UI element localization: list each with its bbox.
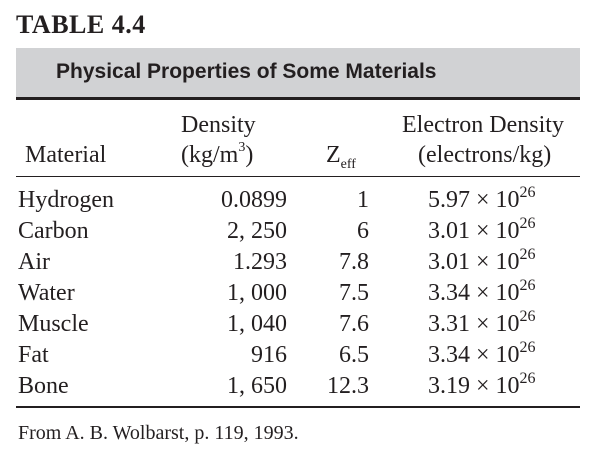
- cell-z-eff: 12.3: [327, 373, 369, 399]
- cell-electron-density: 3.19 × 1026: [428, 370, 536, 400]
- electron-density-exponent: 26: [519, 215, 536, 232]
- electron-density-exponent: 26: [519, 246, 536, 263]
- electron-density-mantissa: 3.34 × 10: [428, 280, 520, 306]
- electron-density-mantissa: 3.01 × 10: [428, 249, 520, 275]
- cell-density: 0.0899: [221, 187, 287, 213]
- electron-density-mantissa: 3.19 × 10: [428, 373, 520, 399]
- header-electron-density: Electron Density: [402, 112, 564, 138]
- cell-material: Fat: [18, 342, 49, 368]
- cell-material: Hydrogen: [18, 187, 114, 213]
- cell-z-eff: 6.5: [339, 342, 369, 368]
- cell-electron-density: 3.34 × 1026: [428, 277, 536, 307]
- cell-electron-density: 3.31 × 1026: [428, 308, 536, 338]
- cell-material: Carbon: [18, 218, 89, 244]
- electron-density-mantissa: 3.34 × 10: [428, 342, 520, 368]
- header-rule: [16, 176, 580, 177]
- electron-density-exponent: 26: [519, 308, 536, 325]
- electron-density-exponent: 26: [519, 184, 536, 201]
- source-note: From A. B. Wolbarst, p. 119, 1993.: [18, 422, 299, 444]
- z-eff-sub: eff: [340, 156, 356, 172]
- cell-electron-density: 3.01 × 1026: [428, 215, 536, 245]
- cell-density: 1, 040: [227, 311, 287, 337]
- cell-electron-density: 3.01 × 1026: [428, 246, 536, 276]
- table-number: TABLE 4.4: [16, 10, 146, 39]
- table-title: Physical Properties of Some Materials: [56, 60, 437, 83]
- cell-z-eff: 1: [357, 187, 369, 213]
- cell-electron-density: 5.97 × 1026: [428, 184, 536, 214]
- electron-density-mantissa: 3.31 × 10: [428, 311, 520, 337]
- header-density: Density: [181, 112, 256, 138]
- electron-density-exponent: 26: [519, 370, 536, 387]
- cell-material: Bone: [18, 373, 69, 399]
- electron-density-exponent: 26: [519, 277, 536, 294]
- cell-density: 1, 000: [227, 280, 287, 306]
- cell-density: 916: [251, 342, 287, 368]
- electron-density-mantissa: 5.97 × 10: [428, 187, 520, 213]
- cell-electron-density: 3.34 × 1026: [428, 339, 536, 369]
- title-bar: Physical Properties of Some Materials: [16, 48, 580, 97]
- bottom-rule: [16, 406, 580, 408]
- header-electron-density-unit: (electrons/kg): [418, 142, 552, 168]
- z-eff-base: Z: [326, 142, 341, 168]
- density-unit-post: ): [245, 142, 254, 168]
- electron-density-mantissa: 3.01 × 10: [428, 218, 520, 244]
- cell-density: 2, 250: [227, 218, 287, 244]
- header-material: Material: [25, 142, 107, 168]
- density-unit-exp: 3: [238, 140, 246, 155]
- cell-material: Muscle: [18, 311, 89, 337]
- cell-z-eff: 7.6: [339, 311, 369, 337]
- density-unit-pre: (kg/m: [181, 142, 239, 168]
- cell-z-eff: 7.8: [339, 249, 369, 275]
- cell-material: Water: [18, 280, 75, 306]
- cell-density: 1.293: [233, 249, 287, 275]
- electron-density-exponent: 26: [519, 339, 536, 356]
- top-rule: [16, 97, 580, 100]
- cell-density: 1, 650: [227, 373, 287, 399]
- cell-material: Air: [18, 249, 50, 275]
- header-density-unit: (kg/m3): [181, 141, 253, 170]
- cell-z-eff: 6: [357, 218, 369, 244]
- cell-z-eff: 7.5: [339, 280, 369, 306]
- header-z-eff: Zeff: [326, 141, 356, 172]
